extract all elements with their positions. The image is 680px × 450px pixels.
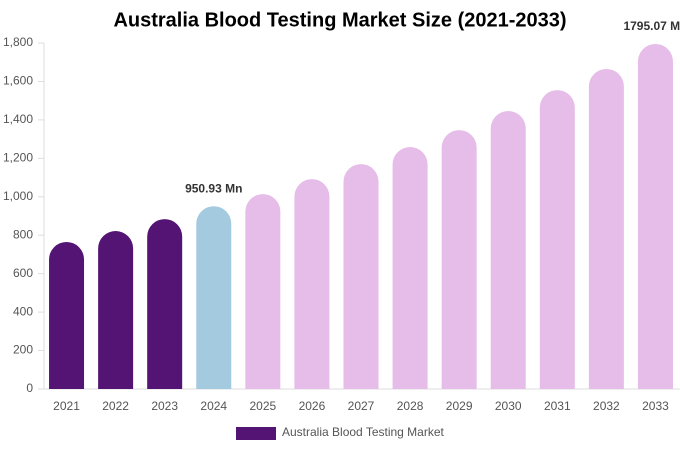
x-tick-label: 2029: [446, 399, 473, 413]
bar: [245, 194, 281, 389]
value-label: 1795.07 Mn: [623, 19, 680, 33]
chart-title: Australia Blood Testing Market Size (202…: [113, 9, 566, 31]
x-tick-label: 2027: [348, 399, 375, 413]
bar: [539, 90, 575, 389]
bar: [490, 111, 526, 389]
bar: [49, 241, 85, 389]
y-tick-label: 1,200: [3, 151, 33, 165]
bar: [637, 43, 673, 389]
x-tick-label: 2033: [642, 399, 669, 413]
x-tick-label: 2031: [544, 399, 571, 413]
y-tick-label: 1,800: [3, 35, 33, 49]
x-tick-label: 2025: [249, 399, 276, 413]
legend-swatch: [236, 427, 276, 440]
x-tick-label: 2030: [495, 399, 522, 413]
y-tick-label: 0: [26, 381, 33, 395]
x-tick-label: 2023: [151, 399, 178, 413]
x-tick-label: 2022: [102, 399, 129, 413]
x-tick-label: 2028: [397, 399, 424, 413]
bar: [588, 68, 624, 389]
bar: [196, 206, 232, 389]
bar: [392, 146, 428, 389]
y-tick-label: 1,000: [3, 189, 33, 203]
y-tick-label: 1,400: [3, 112, 33, 126]
bar: [98, 230, 134, 389]
bar: [441, 130, 477, 389]
y-tick-label: 200: [13, 343, 33, 357]
y-tick-label: 600: [13, 266, 33, 280]
bar: [343, 164, 379, 389]
y-tick-label: 400: [13, 304, 33, 318]
x-tick-label: 2032: [593, 399, 620, 413]
y-tick-label: 800: [13, 227, 33, 241]
bar: [294, 179, 330, 389]
x-tick-label: 2021: [53, 399, 80, 413]
value-label: 950.93 Mn: [185, 181, 242, 195]
x-tick-label: 2024: [200, 399, 227, 413]
y-tick-label: 1,600: [3, 74, 33, 88]
legend-label: Australia Blood Testing Market: [282, 425, 445, 439]
x-tick-label: 2026: [299, 399, 326, 413]
bar: [147, 219, 183, 389]
